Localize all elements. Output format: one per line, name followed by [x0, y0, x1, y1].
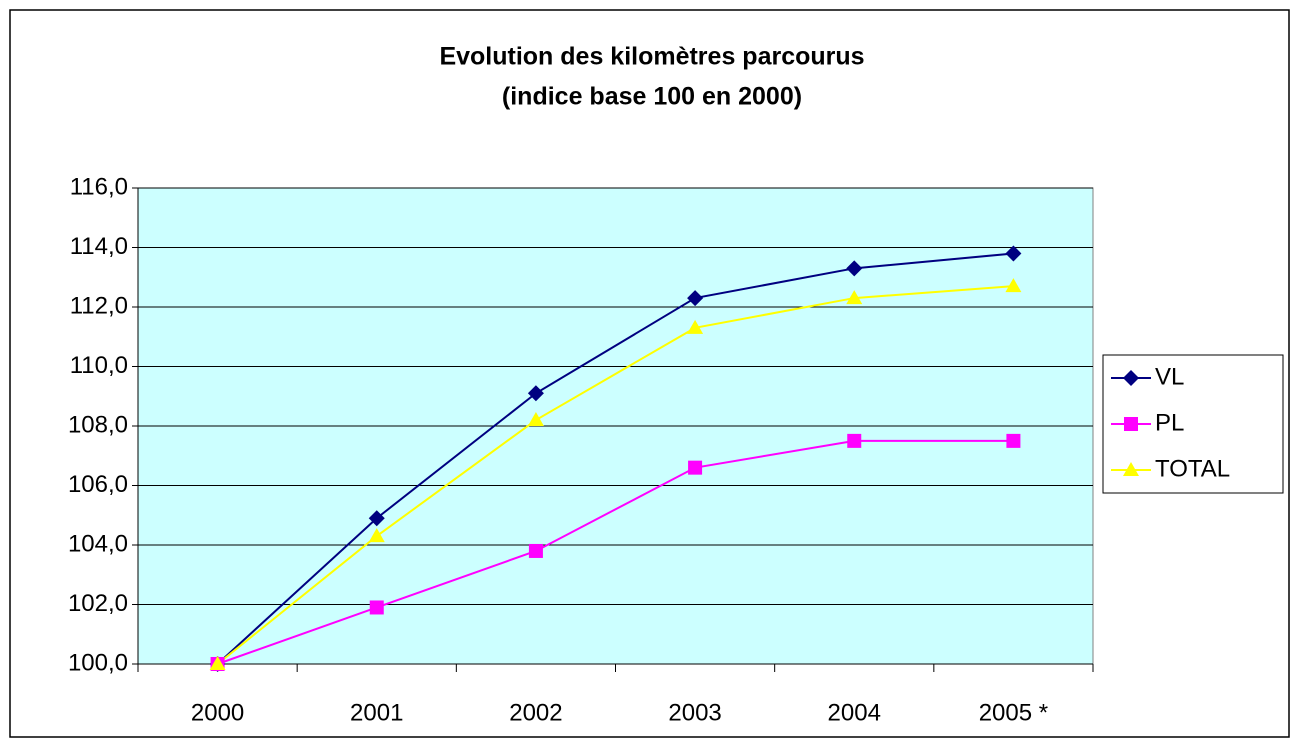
- series-line: [216, 285, 1014, 665]
- marker: [369, 600, 384, 615]
- y-tick-label: 112,0: [70, 292, 128, 319]
- marker: [1123, 370, 1139, 386]
- marker: [846, 290, 863, 305]
- y-tick-label: 116,0: [70, 173, 128, 200]
- y-tick-label: 102,0: [68, 590, 128, 617]
- marker: [528, 543, 543, 558]
- marker: [847, 433, 862, 448]
- legend-label: PL: [1155, 409, 1184, 436]
- marker: [1124, 417, 1138, 431]
- x-tick-label: 2003: [668, 699, 721, 726]
- marker: [527, 385, 544, 402]
- chart-title: (indice base 100 en 2000): [502, 83, 802, 111]
- y-tick-label: 106,0: [68, 471, 128, 498]
- legend-label: VL: [1155, 363, 1184, 390]
- marker: [527, 412, 544, 427]
- series-line: [216, 252, 1014, 665]
- marker: [687, 290, 704, 307]
- marker: [846, 260, 863, 277]
- marker: [209, 656, 226, 670]
- marker: [687, 319, 704, 334]
- y-tick-label: 100,0: [68, 649, 128, 676]
- marker: [1005, 245, 1022, 262]
- chart-title: Evolution des kilomètres parcourus: [439, 43, 864, 71]
- y-tick-label: 114,0: [70, 233, 128, 260]
- x-tick-label: 2001: [350, 699, 403, 726]
- marker: [1005, 278, 1022, 293]
- legend-label: TOTAL: [1155, 455, 1230, 482]
- x-tick-label: 2005 *: [979, 699, 1048, 726]
- series-line: [217, 439, 1014, 665]
- y-tick-label: 110,0: [70, 352, 128, 379]
- marker: [1006, 433, 1021, 448]
- marker: [1123, 462, 1139, 476]
- x-tick-label: 2000: [191, 699, 244, 726]
- x-tick-label: 2002: [509, 699, 562, 726]
- y-tick-label: 104,0: [68, 530, 128, 557]
- marker: [368, 528, 385, 543]
- marker: [688, 460, 703, 475]
- marker: [368, 510, 385, 527]
- y-tick-label: 108,0: [68, 411, 128, 438]
- x-tick-label: 2004: [828, 699, 881, 726]
